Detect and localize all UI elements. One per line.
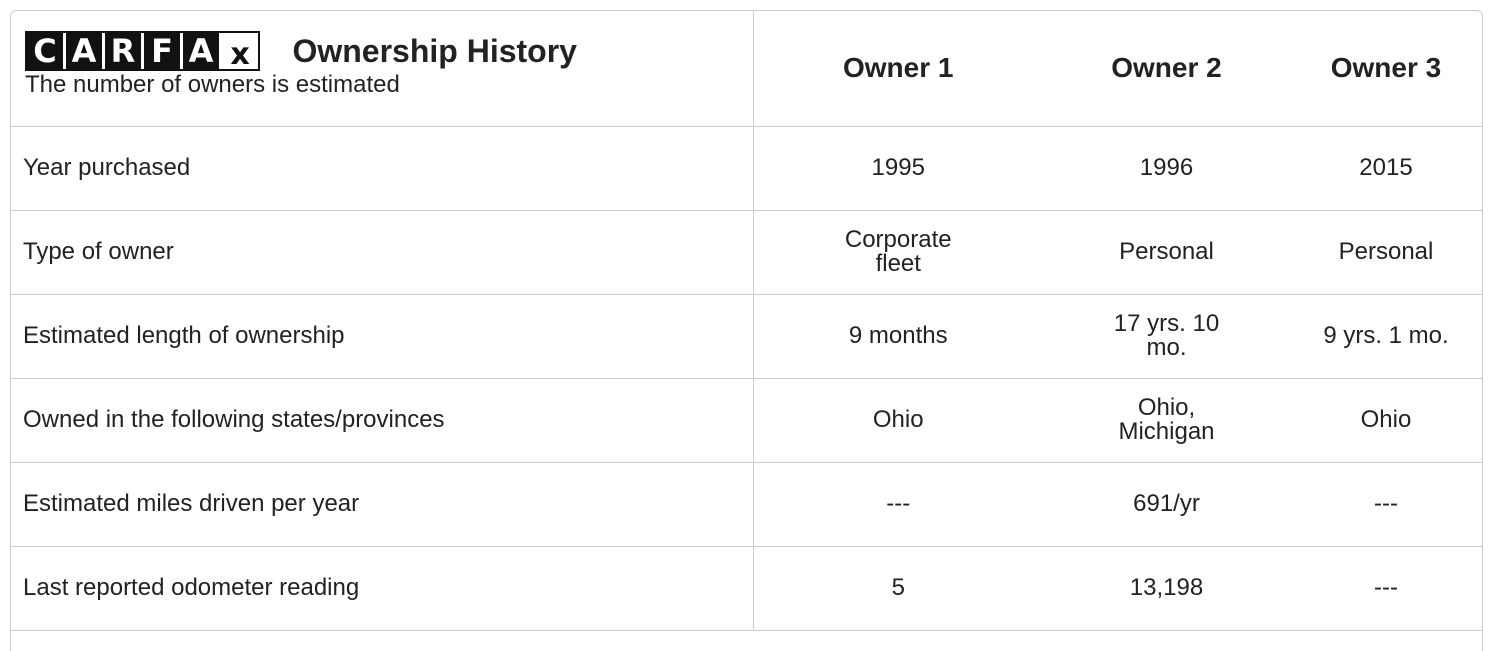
value-cell: 17 yrs. 10 mo.: [1043, 294, 1290, 379]
value-cell: 691/yr: [1043, 462, 1290, 547]
cell-text: 9 months: [848, 322, 948, 349]
table-row: Estimated length of ownership 9 months 17 …: [11, 294, 1482, 379]
header-line: C A R F A x Ownership History: [25, 31, 753, 72]
cell-text: 17 yrs. 10 mo.: [1113, 310, 1220, 361]
logo-letter: A: [66, 33, 105, 69]
value-cell: ---: [1290, 546, 1482, 631]
value-cell: ---: [1290, 462, 1482, 547]
subtitle: The number of owners is estimated: [25, 71, 400, 98]
cell-text: Personal: [1119, 238, 1214, 265]
row-label: Estimated length of ownership: [11, 294, 754, 379]
cell-text: 2015: [1359, 154, 1413, 181]
cell-text: ---: [1374, 574, 1398, 601]
cell-text: Ohio: [1360, 406, 1412, 433]
value-cell: 1995: [753, 126, 1043, 211]
cell-text: 9 yrs. 1 mo.: [1323, 322, 1449, 349]
value-cell: 13,198: [1043, 546, 1290, 631]
row-label: Year purchased: [11, 126, 754, 211]
table-body: Year purchased 1995 1996 2015 Type of owner C…: [11, 126, 1482, 631]
value-cell: 9 months: [753, 294, 1043, 379]
cell-text: 1996: [1139, 154, 1194, 181]
row-label: Last reported odometer reading: [11, 546, 754, 631]
value-cell: Ohio, Michigan: [1043, 378, 1290, 463]
carfax-logo: C A R F A x: [25, 31, 260, 72]
row-label: Type of owner: [11, 210, 754, 295]
column-header: Owner 1: [753, 11, 1043, 127]
title: Ownership History: [292, 32, 577, 69]
value-cell: Ohio: [1290, 378, 1482, 463]
cell-text: 691/yr: [1133, 490, 1200, 517]
value-cell: 2015: [1290, 126, 1482, 211]
value-cell: Ohio: [753, 378, 1043, 463]
value-cell: 5: [753, 546, 1043, 631]
table-row: Owned in the following states/provinces O…: [11, 378, 1482, 463]
table-row: Type of owner Corporate fleet Personal Pers…: [11, 210, 1482, 295]
ownership-table-card: C A R F A x Ownership History The number…: [10, 10, 1483, 651]
logo-letter: C: [27, 33, 66, 69]
logo-letter: x: [222, 33, 258, 72]
value-cell: 1996: [1043, 126, 1290, 211]
cell-text: ---: [1374, 490, 1398, 517]
cell-text: 13,198: [1129, 574, 1204, 601]
cell-text: Corporate fleet: [844, 226, 952, 277]
page: C A R F A x Ownership History The number…: [10, 10, 1483, 651]
header-cell: C A R F A x Ownership History The number…: [11, 11, 754, 127]
table-row: Estimated miles driven per year --- 691/yr…: [11, 462, 1482, 547]
value-cell: 9 yrs. 1 mo.: [1290, 294, 1482, 379]
row-label: Owned in the following states/provinces: [11, 378, 754, 463]
cell-text: Ohio: [872, 406, 924, 433]
header-row: C A R F A x Ownership History The number…: [11, 11, 1482, 127]
column-header: Owner 2: [1043, 11, 1290, 127]
value-cell: Personal: [1290, 210, 1482, 295]
cell-text: 1995: [871, 154, 925, 181]
table-row: Last reported odometer reading 5 13,198 ---: [11, 546, 1482, 631]
row-label: Estimated miles driven per year: [11, 462, 754, 547]
logo-letter: A: [183, 33, 222, 69]
cell-text: Personal: [1338, 238, 1434, 265]
logo-letter: R: [105, 33, 144, 69]
ownership-table: C A R F A x Ownership History The number…: [11, 11, 1482, 631]
cell-text: ---: [886, 490, 911, 517]
value-cell: Corporate fleet: [753, 210, 1043, 295]
cell-text: 5: [891, 574, 905, 601]
value-cell: Personal: [1043, 210, 1290, 295]
value-cell: ---: [753, 462, 1043, 547]
column-header: Owner 3: [1290, 11, 1482, 127]
logo-letter: F: [144, 33, 183, 69]
table-row: Year purchased 1995 1996 2015: [11, 126, 1482, 211]
cell-text: Ohio, Michigan: [1118, 394, 1215, 445]
